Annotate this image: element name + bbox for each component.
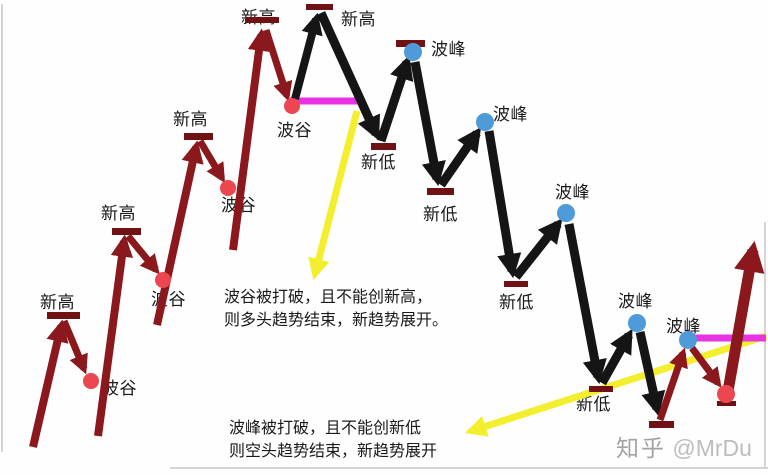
trough-dot-1 [83,373,99,389]
peak-break-line2: 则空头趋势结束，新趋势展开 [229,443,438,460]
up-arrow-2 [94,234,134,437]
black-up-arrow-1 [291,12,323,101]
peak-label-5: 波峰 [666,317,701,336]
high-bar-4 [245,17,279,23]
new-high-label-2: 新高 [101,204,136,223]
high-bar-5 [306,4,333,10]
high-bar-1 [47,312,80,319]
watermark: 知乎 @MrDu [616,429,752,463]
down-arrow-3 [196,139,226,184]
low-bar-5 [649,421,674,428]
peak-dot-2 [476,113,494,131]
black-up-arrow-4 [512,218,563,280]
peak-break-annotation: 波峰被打破，且不能创新低 则空头趋势结束，新趋势展开 [229,417,437,463]
bottom-edge-line [170,467,768,469]
black-down-arrow-3 [484,130,522,279]
trough-label-1: 波谷 [102,379,137,398]
low-bar-1 [371,143,396,150]
low-bar-2 [427,188,454,195]
black-up-arrow-2 [376,55,414,143]
low-bar-3 [504,281,528,287]
down-arrow-1 [60,319,88,375]
peak-label-4: 波峰 [618,292,653,311]
trough-dot-5 [717,385,735,403]
up-arrow-1 [29,319,69,448]
yellow-arrow-peak-break [464,332,768,437]
yellow-arrow-trough-break [308,110,361,281]
peak-label-1: 波峰 [431,40,466,59]
low-bar-4 [589,386,613,392]
right-down-arrow-1 [689,345,722,388]
new-low-label-1: 新低 [361,153,396,172]
trough-dot-3 [220,180,236,196]
peak-dot-1 [404,43,422,61]
down-arrow-2 [125,233,160,275]
trough-dot-2 [155,272,171,288]
trough-break-annotation: 波谷被打破，且不能创新高， 则多头趋势结束，新趋势展开。 [224,286,448,332]
new-low-label-4: 新低 [576,395,611,414]
right-up-arrow-1 [656,347,688,422]
new-low-label-2: 新低 [423,205,458,224]
black-down-arrow-4 [564,223,607,385]
trough-break-line2: 则多头趋势结束，新趋势展开。 [224,312,449,329]
peak-dot-4 [628,314,646,332]
low-bar-6 [717,401,736,406]
black-down-arrow-1 [316,11,381,141]
left-edge-line [1,4,3,452]
high-bar-2 [112,228,141,235]
watermark-handle: @MrDu [672,435,752,461]
black-down-arrow-5 [635,331,666,417]
peak-label-3: 波峰 [555,183,590,202]
peak-label-2: 波峰 [493,105,528,124]
peak-dot-5 [679,331,697,349]
black-down-arrow-2 [410,61,446,187]
black-up-arrow-3 [437,127,482,188]
high-bar-3 [184,133,213,140]
right-up-arrow-2 [722,240,765,392]
new-low-label-3: 新低 [499,293,534,312]
trough-dot-4 [284,98,300,114]
up-arrow-3 [153,140,204,326]
right-edge-line [764,222,766,468]
new-high-label-5: 新高 [341,10,376,29]
new-high-label-3: 新高 [173,110,208,129]
peak-break-line1: 波峰被打破，且不能创新低 [229,420,422,437]
trough-label-4: 波谷 [277,121,312,140]
trough-break-line1: 波谷被打破，且不能创新高， [224,289,433,306]
down-arrow-4 [262,28,293,102]
up-arrow-4 [229,28,271,251]
new-high-label-1: 新高 [40,293,75,312]
peak-dot-3 [557,204,575,222]
black-up-arrow-5 [598,328,633,386]
watermark-site: 知乎 [616,435,666,461]
